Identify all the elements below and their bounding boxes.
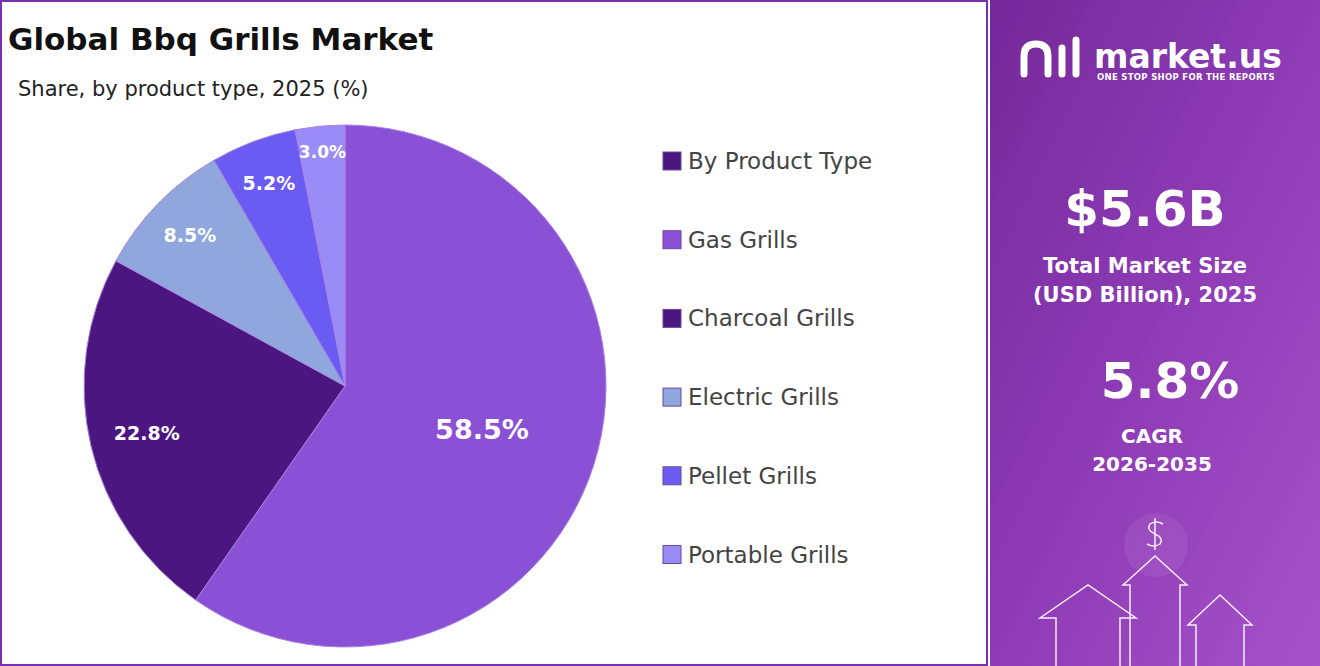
decor-coin <box>1124 513 1188 577</box>
data-label: 5.2% <box>243 172 296 194</box>
legend: By Product Type Gas Grills Charcoal Grills… <box>663 148 872 568</box>
data-label: 58.5% <box>435 414 529 445</box>
legend-title: By Product Type <box>688 148 872 174</box>
text-line: 2026-2035 <box>1092 452 1212 476</box>
logo-icon <box>1024 40 1076 74</box>
legend-entry: Pellet Grills <box>688 463 817 489</box>
data-label: 22.8% <box>114 422 180 444</box>
side-overlay <box>990 0 1320 666</box>
decor-arrows <box>1040 513 1252 666</box>
legend-entry: Portable Grills <box>688 542 849 568</box>
decor-dollar <box>1147 518 1163 550</box>
decor-arrow <box>1123 556 1187 666</box>
decor-arrow <box>1188 595 1252 666</box>
text-line: Total Market Size <box>1043 254 1247 278</box>
stat-value: 5.8% <box>1101 352 1240 410</box>
subtitle: Share, by product type, 2025 (%) <box>18 77 369 101</box>
legend-swatch <box>663 388 681 406</box>
data-labels: 58.5% 22.8% 8.5% 5.2%3.0% <box>114 142 529 444</box>
logo-bar <box>1059 48 1066 74</box>
logo-bar <box>1073 40 1080 74</box>
canvas: Global Bbq Grills Market Share, by produc… <box>0 0 1320 666</box>
legend-entry: Charcoal Grills <box>688 305 855 331</box>
legend-swatch <box>663 309 681 327</box>
legend-entry: Electric Grills <box>688 384 839 410</box>
text-line: CAGR <box>1121 424 1183 448</box>
side-panel: market.usONE STOP SHOP FOR THE REPORTS $5… <box>990 0 1320 666</box>
data-label: 3.0% <box>299 142 346 162</box>
legend-entry: Gas Grills <box>688 227 798 253</box>
title: Global Bbq Grills Market <box>8 21 433 57</box>
stat-caption: CAGR 2026-2035 <box>1092 424 1212 476</box>
legend-title-swatch <box>663 152 681 170</box>
data-label: 8.5% <box>164 224 217 246</box>
pie-slice <box>295 125 345 386</box>
legend-swatch <box>663 467 681 485</box>
tagline: ONE STOP SHOP FOR THE REPORTS <box>1097 72 1275 82</box>
stat-value: $5.6B <box>1064 180 1225 238</box>
legend-swatch <box>663 546 681 564</box>
pie <box>84 125 606 647</box>
brand: market.us <box>1094 37 1282 76</box>
decor-arrow <box>1040 585 1136 666</box>
logo-arc <box>1024 44 1048 74</box>
chart-panel <box>1 1 987 665</box>
stat-caption: Total Market Size (USD Billion), 2025 <box>1033 254 1257 307</box>
text-line: (USD Billion), 2025 <box>1033 283 1257 307</box>
side-background <box>990 0 1320 666</box>
legend-swatch <box>663 231 681 249</box>
